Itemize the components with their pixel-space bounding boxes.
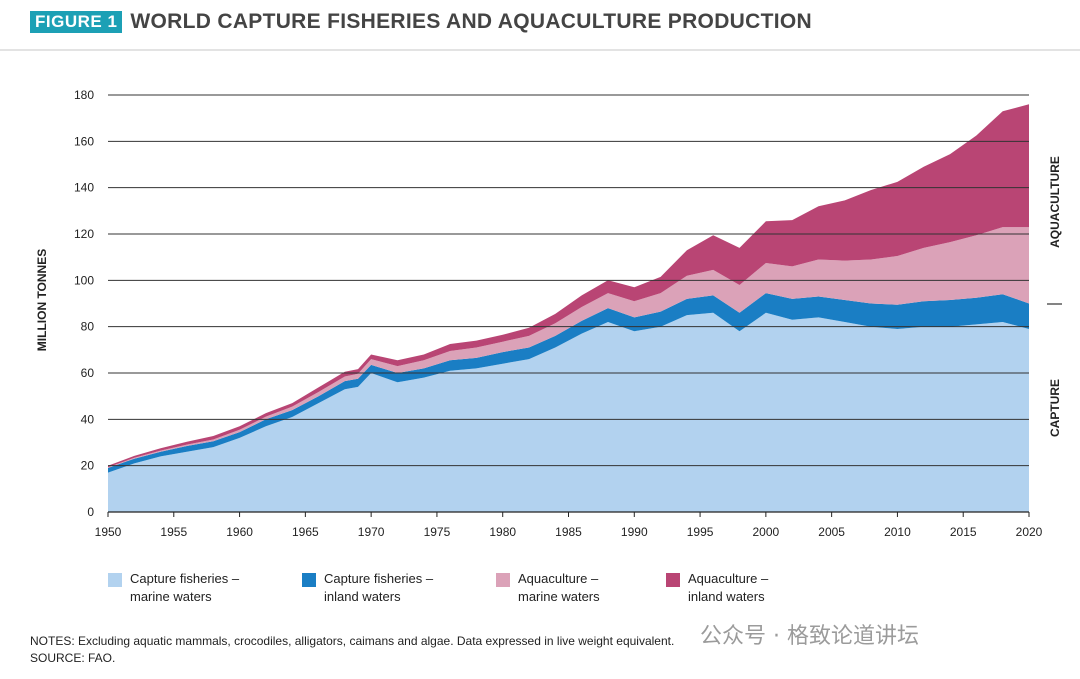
- series-area-2: [108, 227, 1029, 468]
- x-tick-label: 2015: [950, 525, 977, 539]
- legend-item-aquaculture-marine: Aquaculture – marine waters: [496, 570, 600, 606]
- legend-item-capture-marine: Capture fisheries – marine waters: [108, 570, 239, 606]
- x-tick-label: 1955: [160, 525, 187, 539]
- watermark: 公众号 · 格致论道讲坛: [700, 624, 919, 649]
- x-tick-label: 1995: [687, 525, 714, 539]
- x-tick-label: 1980: [489, 525, 516, 539]
- y-tick-label: 140: [74, 181, 94, 195]
- legend-label: inland waters: [688, 589, 765, 604]
- legend-swatch-capture-marine: [108, 573, 122, 587]
- legend-label: Capture fisheries –: [130, 571, 240, 586]
- legend-item-aquaculture-inland: Aquaculture – inland waters: [666, 570, 768, 606]
- legend-swatch-aquaculture-marine: [496, 573, 510, 587]
- x-tick-label: 2020: [1016, 525, 1043, 539]
- legend-label: marine waters: [130, 589, 212, 604]
- y-tick-label: 40: [81, 412, 95, 426]
- y-tick-label: 80: [81, 320, 95, 334]
- figure-header: FIGURE 1 WORLD CAPTURE FISHERIES AND AQU…: [30, 8, 812, 36]
- y-tick-label: 120: [74, 227, 94, 241]
- y-tick-label: 20: [81, 459, 95, 473]
- x-tick-label: 1990: [621, 525, 648, 539]
- figure-badge: FIGURE 1: [30, 11, 123, 33]
- legend-label: marine waters: [518, 589, 600, 604]
- x-tick-label: 1975: [424, 525, 451, 539]
- y-tick-label: 0: [87, 505, 94, 519]
- y-axis-label: MILLION TONNES: [35, 249, 49, 351]
- x-tick-label: 1960: [226, 525, 253, 539]
- notes-text: NOTES: Excluding aquatic mammals, crocod…: [30, 634, 675, 648]
- series-area-1: [108, 293, 1029, 473]
- x-tick-label: 2010: [884, 525, 911, 539]
- legend-label: inland waters: [324, 589, 401, 604]
- x-tick-label: 1965: [292, 525, 319, 539]
- source-text: SOURCE: FAO.: [30, 651, 116, 665]
- x-tick-label: 2000: [753, 525, 780, 539]
- legend-swatch-aquaculture-inland: [666, 573, 680, 587]
- x-tick-label: 1950: [95, 525, 122, 539]
- series-area-3: [108, 104, 1029, 468]
- aquaculture-label: AQUACULTURE: [1048, 156, 1062, 248]
- x-tick-label: 1985: [555, 525, 582, 539]
- y-tick-label: 160: [74, 134, 94, 148]
- legend-swatch-capture-inland: [302, 573, 316, 587]
- x-tick-label: 2005: [818, 525, 845, 539]
- notes: NOTES: Excluding aquatic mammals, crocod…: [30, 633, 674, 667]
- header-divider: [0, 49, 1080, 51]
- legend-label: Aquaculture –: [518, 571, 599, 586]
- figure-title: WORLD CAPTURE FISHERIES AND AQUACULTURE …: [130, 10, 812, 33]
- y-tick-label: 100: [74, 273, 94, 287]
- y-tick-label: 180: [74, 88, 94, 102]
- x-tick-label: 1970: [358, 525, 385, 539]
- capture-label: CAPTURE: [1048, 379, 1062, 437]
- area-chart: 0 20 40 60 80 100 120 140 160 180 1950 1955 1960 1965…: [35, 88, 1062, 539]
- y-tick-label: 60: [81, 366, 95, 380]
- legend-item-capture-inland: Capture fisheries – inland waters: [302, 570, 433, 606]
- series-area-0: [108, 312, 1029, 512]
- legend-label: Capture fisheries –: [324, 571, 434, 586]
- legend: Capture fisheries – marine waters Capture…: [0, 570, 1080, 620]
- legend-label: Aquaculture –: [688, 571, 769, 586]
